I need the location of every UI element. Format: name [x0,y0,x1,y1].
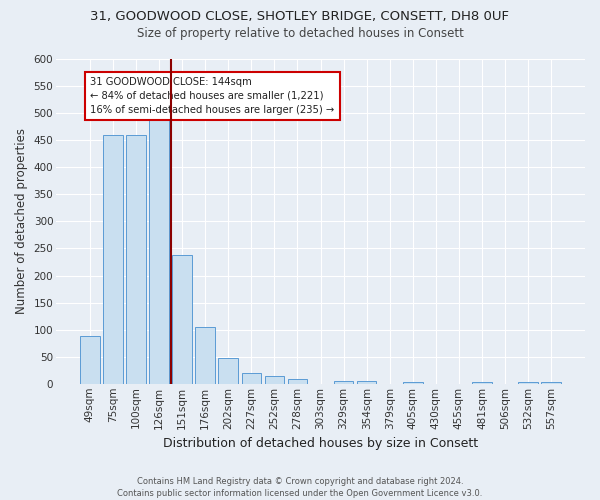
Bar [218,358,238,384]
Bar [103,135,123,384]
Text: 31 GOODWOOD CLOSE: 144sqm
← 84% of detached houses are smaller (1,221)
16% of se: 31 GOODWOOD CLOSE: 144sqm ← 84% of detac… [91,77,335,115]
Bar [126,135,146,384]
Bar [518,382,538,384]
Bar [265,376,284,384]
Bar [172,255,192,384]
Bar [541,382,561,384]
Bar [287,380,307,384]
Bar [403,382,422,384]
Bar [472,382,492,384]
Text: 31, GOODWOOD CLOSE, SHOTLEY BRIDGE, CONSETT, DH8 0UF: 31, GOODWOOD CLOSE, SHOTLEY BRIDGE, CONS… [91,10,509,23]
Bar [334,381,353,384]
Bar [242,373,261,384]
Bar [80,336,100,384]
Bar [196,327,215,384]
X-axis label: Distribution of detached houses by size in Consett: Distribution of detached houses by size … [163,437,478,450]
Y-axis label: Number of detached properties: Number of detached properties [15,128,28,314]
Bar [357,381,376,384]
Text: Contains HM Land Registry data © Crown copyright and database right 2024.
Contai: Contains HM Land Registry data © Crown c… [118,476,482,498]
Text: Size of property relative to detached houses in Consett: Size of property relative to detached ho… [137,28,463,40]
Bar [149,113,169,384]
